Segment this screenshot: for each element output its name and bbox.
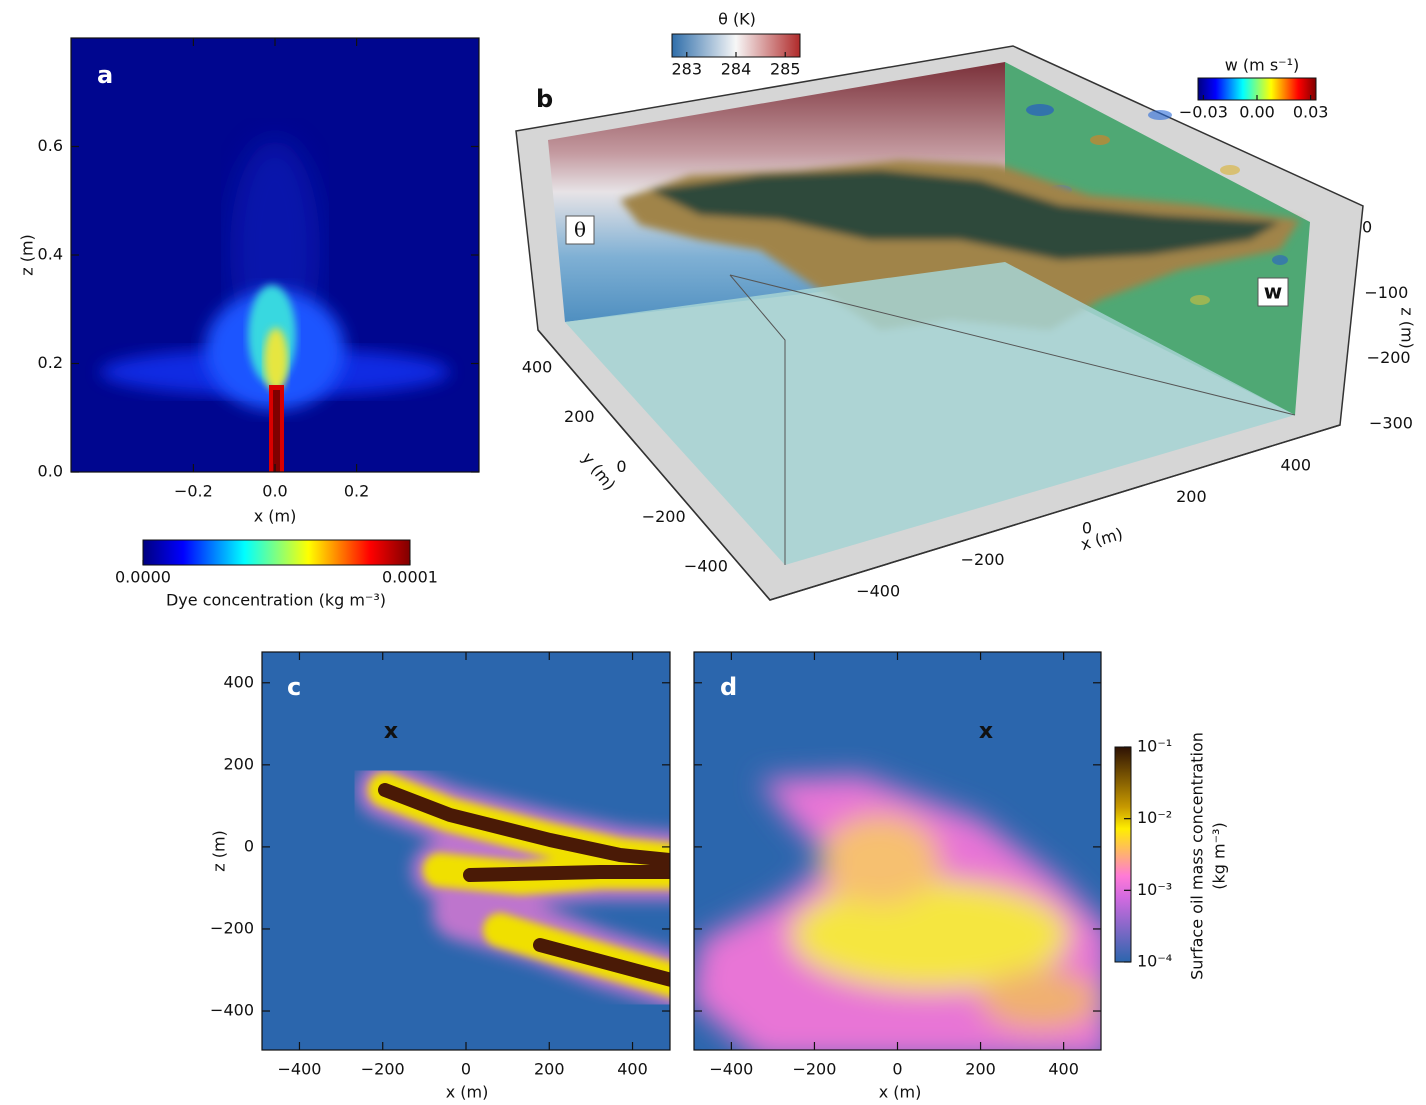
y-tick-label: −200 — [210, 918, 254, 937]
y-tick-label: 200 — [564, 407, 595, 426]
y-axis-label: y (m) — [578, 449, 619, 494]
x-tick-label: 400 — [1281, 455, 1312, 474]
z-tick-label: 0 — [1362, 218, 1372, 237]
x-tick-label: −200 — [792, 1060, 836, 1079]
colorbar-title: Surface oil mass concentration — [1188, 732, 1207, 980]
y-axis-label: z (m) — [18, 234, 37, 276]
colorbar-tick-label: 0.03 — [1293, 103, 1329, 122]
y-tick-label: −400 — [684, 557, 728, 576]
colorbar-tick-label: 10⁻³ — [1137, 880, 1172, 899]
colorbar-units: (kg m⁻³) — [1210, 822, 1229, 889]
x-tick-label: −400 — [709, 1060, 753, 1079]
x-tick-label: 0 — [892, 1060, 902, 1079]
panel-label: c — [287, 673, 301, 701]
colorbar-tick-label: 10⁻² — [1137, 808, 1172, 827]
y-tick-label: 400 — [223, 672, 254, 691]
y-tick-label: 400 — [522, 357, 553, 376]
x-tick-label: 0 — [1082, 519, 1092, 538]
z-tick-label: −300 — [1369, 414, 1413, 433]
x-tick-label: 0.0 — [262, 482, 287, 501]
z-tick-label: −100 — [1364, 283, 1408, 302]
y-tick-label: 200 — [223, 754, 254, 773]
y-tick-label: 0.6 — [38, 136, 63, 155]
colorbar-tick-label: −0.03 — [1179, 103, 1228, 122]
colorbar-tick-label: 10⁻¹ — [1137, 737, 1172, 756]
colorbar-title: Dye concentration (kg m⁻³) — [166, 591, 386, 610]
source-marker: x — [384, 719, 398, 744]
colorbar-tick-label: 0.00 — [1239, 103, 1275, 122]
colorbar-tick-label: 0.0000 — [115, 568, 171, 587]
x-tick-label: 400 — [617, 1060, 648, 1079]
y-tick-label: 0 — [616, 457, 626, 476]
colorbar — [1115, 747, 1131, 962]
colorbar-title: w (m s⁻¹) — [1225, 56, 1300, 75]
x-tick-label: −400 — [856, 582, 900, 601]
oil-field — [690, 652, 1110, 1060]
panel-label: a — [97, 61, 113, 89]
y-tick-label: 0.0 — [38, 462, 63, 481]
x-tick-label: −0.2 — [174, 482, 213, 501]
source-marker: x — [979, 719, 993, 744]
plane-label: w — [1264, 280, 1282, 304]
colorbar-tick-label: 0.0001 — [382, 568, 438, 587]
x-tick-label: 0 — [461, 1060, 471, 1079]
dye-field — [71, 38, 479, 475]
x-tick-label: 200 — [534, 1060, 565, 1079]
y-tick-label: −200 — [642, 507, 686, 526]
x-axis-label: x (m) — [879, 1083, 922, 1102]
y-tick-label: −400 — [210, 1001, 254, 1020]
panel-label: d — [720, 673, 737, 701]
colorbar — [143, 540, 410, 565]
colorbar-tick-label: 10⁻⁴ — [1137, 952, 1172, 971]
x-tick-label: −200 — [961, 550, 1005, 569]
y-tick-label: 0 — [244, 836, 254, 855]
figure: a x (m) z (m) Dye concentration (kg m⁻³)… — [0, 0, 1426, 1105]
x-axis-label: x (m) — [254, 507, 297, 526]
plane-label: θ — [574, 218, 586, 242]
oil-field — [262, 652, 690, 1050]
colorbar-tick-label: 283 — [671, 60, 702, 79]
y-tick-label: 0.2 — [38, 353, 63, 372]
colorbar-tick-label: 285 — [770, 60, 801, 79]
z-axis-label: z (m) — [1398, 307, 1417, 349]
z-tick-label: −200 — [1367, 348, 1411, 367]
x-tick-label: 400 — [1048, 1060, 1079, 1079]
x-axis-label: x (m) — [446, 1083, 489, 1102]
x-tick-label: 0.2 — [344, 482, 369, 501]
y-tick-label: 0.4 — [38, 245, 63, 264]
colorbar-tick-label: 284 — [721, 60, 752, 79]
x-tick-label: −400 — [277, 1060, 321, 1079]
x-tick-label: 200 — [965, 1060, 996, 1079]
colorbar-title: θ (K) — [718, 10, 756, 29]
panel-label: b — [536, 85, 553, 113]
y-axis-label: z (m) — [210, 830, 229, 872]
x-tick-label: 200 — [1176, 487, 1207, 506]
x-tick-label: −200 — [361, 1060, 405, 1079]
